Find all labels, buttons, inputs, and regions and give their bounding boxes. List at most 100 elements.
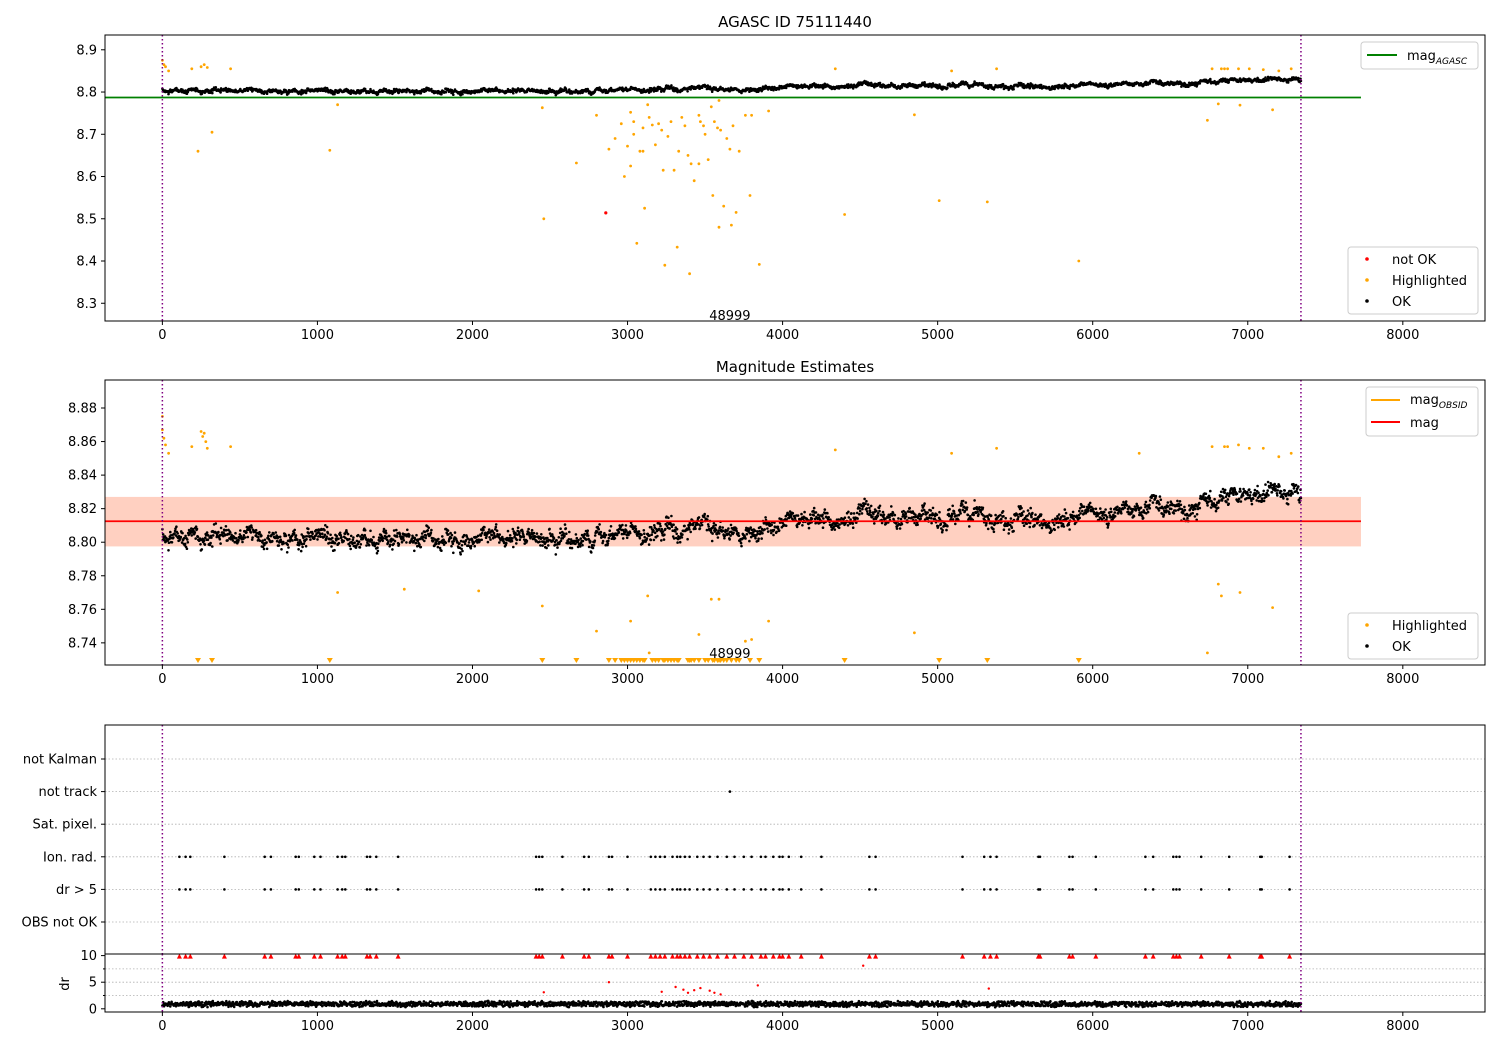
ok-point [357, 540, 361, 543]
ok-point [452, 551, 455, 555]
ok-point [1141, 516, 1145, 520]
ok-point [753, 529, 757, 532]
ok-point [642, 529, 646, 532]
ok-point [990, 522, 994, 525]
ok-point [852, 512, 856, 515]
ok-point [869, 511, 872, 514]
ok-point [214, 86, 218, 89]
ok-point [977, 513, 980, 516]
ok-point [668, 527, 671, 530]
ok-point [634, 525, 637, 528]
ok-point [737, 531, 740, 535]
ok-point [241, 540, 244, 544]
ok-point [323, 528, 326, 532]
highlighted-point [669, 120, 673, 123]
highlighted-point [632, 132, 636, 136]
ok-point [628, 531, 632, 535]
highlighted-point [660, 128, 664, 132]
ok-point [202, 539, 206, 542]
ok-point [1123, 506, 1127, 510]
ok-point [650, 533, 653, 536]
ok-point [706, 514, 710, 518]
ok-point [326, 532, 330, 535]
highlighted-point [672, 168, 676, 172]
ok-point [899, 517, 903, 521]
ok-point [206, 538, 210, 541]
highlighted-point [643, 206, 646, 210]
ok-points [161, 75, 1303, 97]
highlighted-point [190, 67, 194, 71]
highlighted-point [717, 99, 721, 102]
highlighted-point [619, 122, 623, 126]
ok-point [518, 531, 521, 534]
ok-point [812, 514, 816, 517]
ok-point [1004, 516, 1007, 520]
ok-point [686, 90, 689, 93]
ok-point [931, 506, 935, 510]
ok-point [265, 541, 268, 544]
ok-point [317, 535, 320, 538]
ok-point [211, 545, 214, 548]
ok-point [395, 528, 398, 532]
ok-point [1031, 511, 1034, 515]
ok-point [472, 541, 476, 544]
ok-point [575, 536, 579, 540]
ok-point [363, 529, 367, 532]
ok-point [593, 534, 597, 537]
ok-point [757, 537, 760, 540]
ok-point [452, 93, 455, 96]
ok-point [358, 546, 362, 549]
ok-point [568, 88, 571, 91]
ok-point [951, 504, 954, 508]
ok-point [688, 528, 691, 531]
ok-point [291, 539, 294, 542]
ok-point [495, 529, 499, 532]
ok-point [653, 524, 656, 527]
ok-point [463, 542, 467, 546]
ok-point [311, 532, 314, 535]
ok-point [333, 548, 336, 552]
ok-point [1198, 82, 1202, 85]
ok-point [861, 507, 864, 511]
ok-point [451, 542, 455, 545]
ok-point [539, 544, 542, 547]
ok-point [766, 527, 769, 530]
ok-point [413, 549, 416, 553]
ok-point [562, 532, 565, 535]
ok-point [258, 539, 262, 543]
ok-point [1030, 515, 1033, 519]
ok-point [1071, 510, 1075, 514]
ok-point [294, 534, 298, 537]
ok-point [754, 536, 757, 540]
legend-marker-highlighted [1365, 278, 1369, 282]
highlighted-point [167, 69, 171, 73]
highlighted-point [1237, 67, 1240, 71]
ok-point [565, 532, 568, 535]
ok-point [167, 549, 170, 552]
ok-point [694, 527, 697, 531]
ok-point [772, 528, 776, 532]
ok-point [748, 539, 751, 543]
not-ok-point [604, 211, 608, 215]
ok-point [540, 533, 543, 536]
ok-point [278, 535, 282, 539]
highlighted-point [716, 126, 719, 130]
highlighted-point [1223, 67, 1226, 71]
highlighted-point [607, 147, 611, 151]
ok-point [486, 540, 490, 544]
ok-point [721, 526, 724, 529]
highlighted-point [623, 175, 626, 178]
ok-point [559, 539, 563, 543]
ok-point [606, 542, 610, 545]
ok-point [810, 517, 814, 521]
ok-point [710, 539, 714, 543]
ok-point [172, 536, 175, 539]
ok-point [716, 536, 720, 539]
ok-point [243, 536, 247, 539]
highlighted-point [650, 123, 654, 127]
ok-point [265, 547, 269, 551]
ok-point [494, 523, 498, 526]
ok-point [175, 525, 178, 528]
ok-point [420, 532, 424, 535]
ok-point [656, 534, 659, 538]
